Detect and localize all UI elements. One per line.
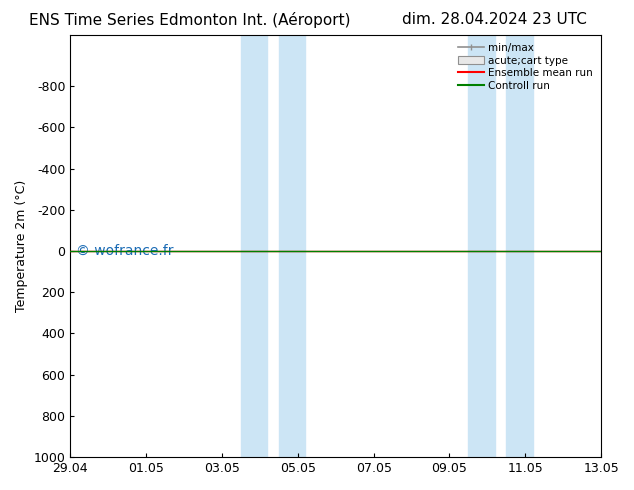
- Text: dim. 28.04.2024 23 UTC: dim. 28.04.2024 23 UTC: [402, 12, 587, 27]
- Bar: [507, 35, 533, 457]
- Y-axis label: Temperature 2m (°C): Temperature 2m (°C): [15, 180, 28, 312]
- Text: © wofrance.fr: © wofrance.fr: [75, 244, 173, 258]
- Bar: [279, 35, 306, 457]
- Legend: min/max, acute;cart type, Ensemble mean run, Controll run: min/max, acute;cart type, Ensemble mean …: [455, 40, 596, 94]
- Bar: [469, 35, 495, 457]
- Bar: [241, 35, 268, 457]
- Text: ENS Time Series Edmonton Int. (Aéroport): ENS Time Series Edmonton Int. (Aéroport): [29, 12, 351, 28]
